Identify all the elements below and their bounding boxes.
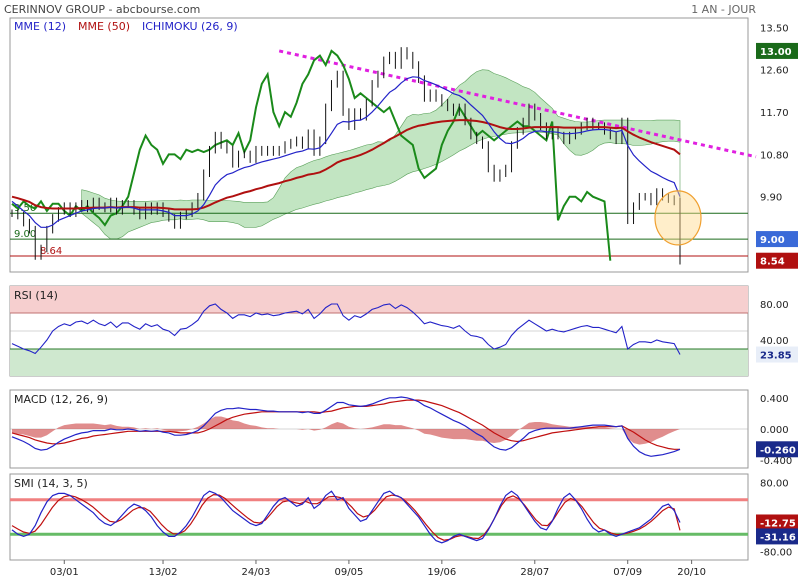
macd-histogram xyxy=(12,416,680,445)
price-panel: 13.50 12.60 11.70 10.80 9.90 9.50 9.00 8.64 13.0… xyxy=(10,23,798,269)
x-tick-7: 20/10 xyxy=(677,567,706,578)
chart-period: 1 AN - JOUR xyxy=(691,3,756,16)
price-badge-2-bg xyxy=(756,252,798,269)
x-tick-0: 03/01 xyxy=(50,567,79,578)
legend-smi: SMI (14, 3, 5) xyxy=(14,477,88,490)
macd-y-tick-0: 0.400 xyxy=(760,394,789,405)
rsi-overbought-zone xyxy=(10,286,748,313)
level-label-1: 9.00 xyxy=(14,229,36,240)
macd-line xyxy=(11,396,681,457)
x-tick-6: 07/09 xyxy=(613,567,642,578)
macd-y-tick-1: 0.000 xyxy=(760,425,789,436)
price-y-tick-3: 10.80 xyxy=(760,150,789,161)
legend-rsi: RSI (14) xyxy=(14,289,58,302)
x-tick-5: 28/07 xyxy=(520,567,549,578)
mme12-line xyxy=(11,76,681,228)
price-badge-2: 8.54 xyxy=(760,257,785,268)
price-panel-frame xyxy=(9,17,749,273)
x-tick-3: 09/05 xyxy=(334,567,363,578)
rsi-line xyxy=(11,303,681,355)
chikou-line xyxy=(11,49,612,261)
chart-title: CERINNOV GROUP - abcbourse.com xyxy=(4,3,200,16)
legend-mme12: MME (12) xyxy=(14,20,66,33)
smi-badge-1: -31.16 xyxy=(760,532,796,543)
x-tick-4: 19/06 xyxy=(427,567,456,578)
smi-signal-line xyxy=(11,493,681,541)
rsi-badge: 23.85 xyxy=(760,351,792,362)
rsi-badge-bg xyxy=(756,346,798,363)
macd-signal-line xyxy=(11,399,680,450)
highlight-circle xyxy=(654,190,702,246)
legend-ichimoku: ICHIMOKU (26, 9) xyxy=(142,20,238,33)
macd-panel: 0.400 0.000 -0.400-0.260 xyxy=(10,394,798,467)
smi-badge-0: -12.75 xyxy=(760,518,796,529)
price-badge-0: 13.00 xyxy=(760,47,792,58)
price-badge-1-bg xyxy=(756,231,798,248)
macd-badge: -0.260 xyxy=(760,445,796,456)
smi-badge-0-bg xyxy=(756,514,798,531)
price-y-tick-0: 13.50 xyxy=(760,23,789,34)
level-label-0: 9.50 xyxy=(14,203,36,214)
legend-mme50: MME (50) xyxy=(78,20,130,33)
price-badge-1: 9.00 xyxy=(760,235,785,246)
price-y-tick-2: 11.70 xyxy=(760,108,789,119)
price-badge-0-bg xyxy=(756,42,798,59)
x-tick-1: 13/02 xyxy=(149,567,178,578)
x-tick-2: 24/03 xyxy=(242,567,271,578)
rsi-y-tick-1: 40.00 xyxy=(760,336,789,347)
price-y-tick-4: 9.90 xyxy=(760,193,782,204)
smi-badge-1-bg xyxy=(756,528,798,545)
trend-line xyxy=(278,49,757,159)
rsi-y-tick-0: 80.00 xyxy=(760,300,789,311)
smi-y-tick-1: -80.00 xyxy=(760,547,792,558)
rsi-oversold-zone xyxy=(10,349,748,376)
macd-badge-bg xyxy=(756,441,798,458)
smi-line xyxy=(11,490,681,544)
price-y-tick-1: 12.60 xyxy=(760,66,789,77)
smi-panel-frame xyxy=(9,473,749,561)
level-label-2: 8.64 xyxy=(40,246,62,257)
legend-macd: MACD (12, 26, 9) xyxy=(14,393,108,406)
smi-y-tick-0: 80.00 xyxy=(760,479,789,490)
macd-y-tick-2: -0.400 xyxy=(760,456,792,467)
smi-panel: 80.00 -80.00 -12.75 -31.16 xyxy=(10,479,798,558)
x-axis: 03/01 13/02 24/03 09/05 19/06 28/07 07/09 20/10 xyxy=(50,560,706,578)
rsi-panel: 80.00 40.00 23.85 xyxy=(10,286,798,376)
